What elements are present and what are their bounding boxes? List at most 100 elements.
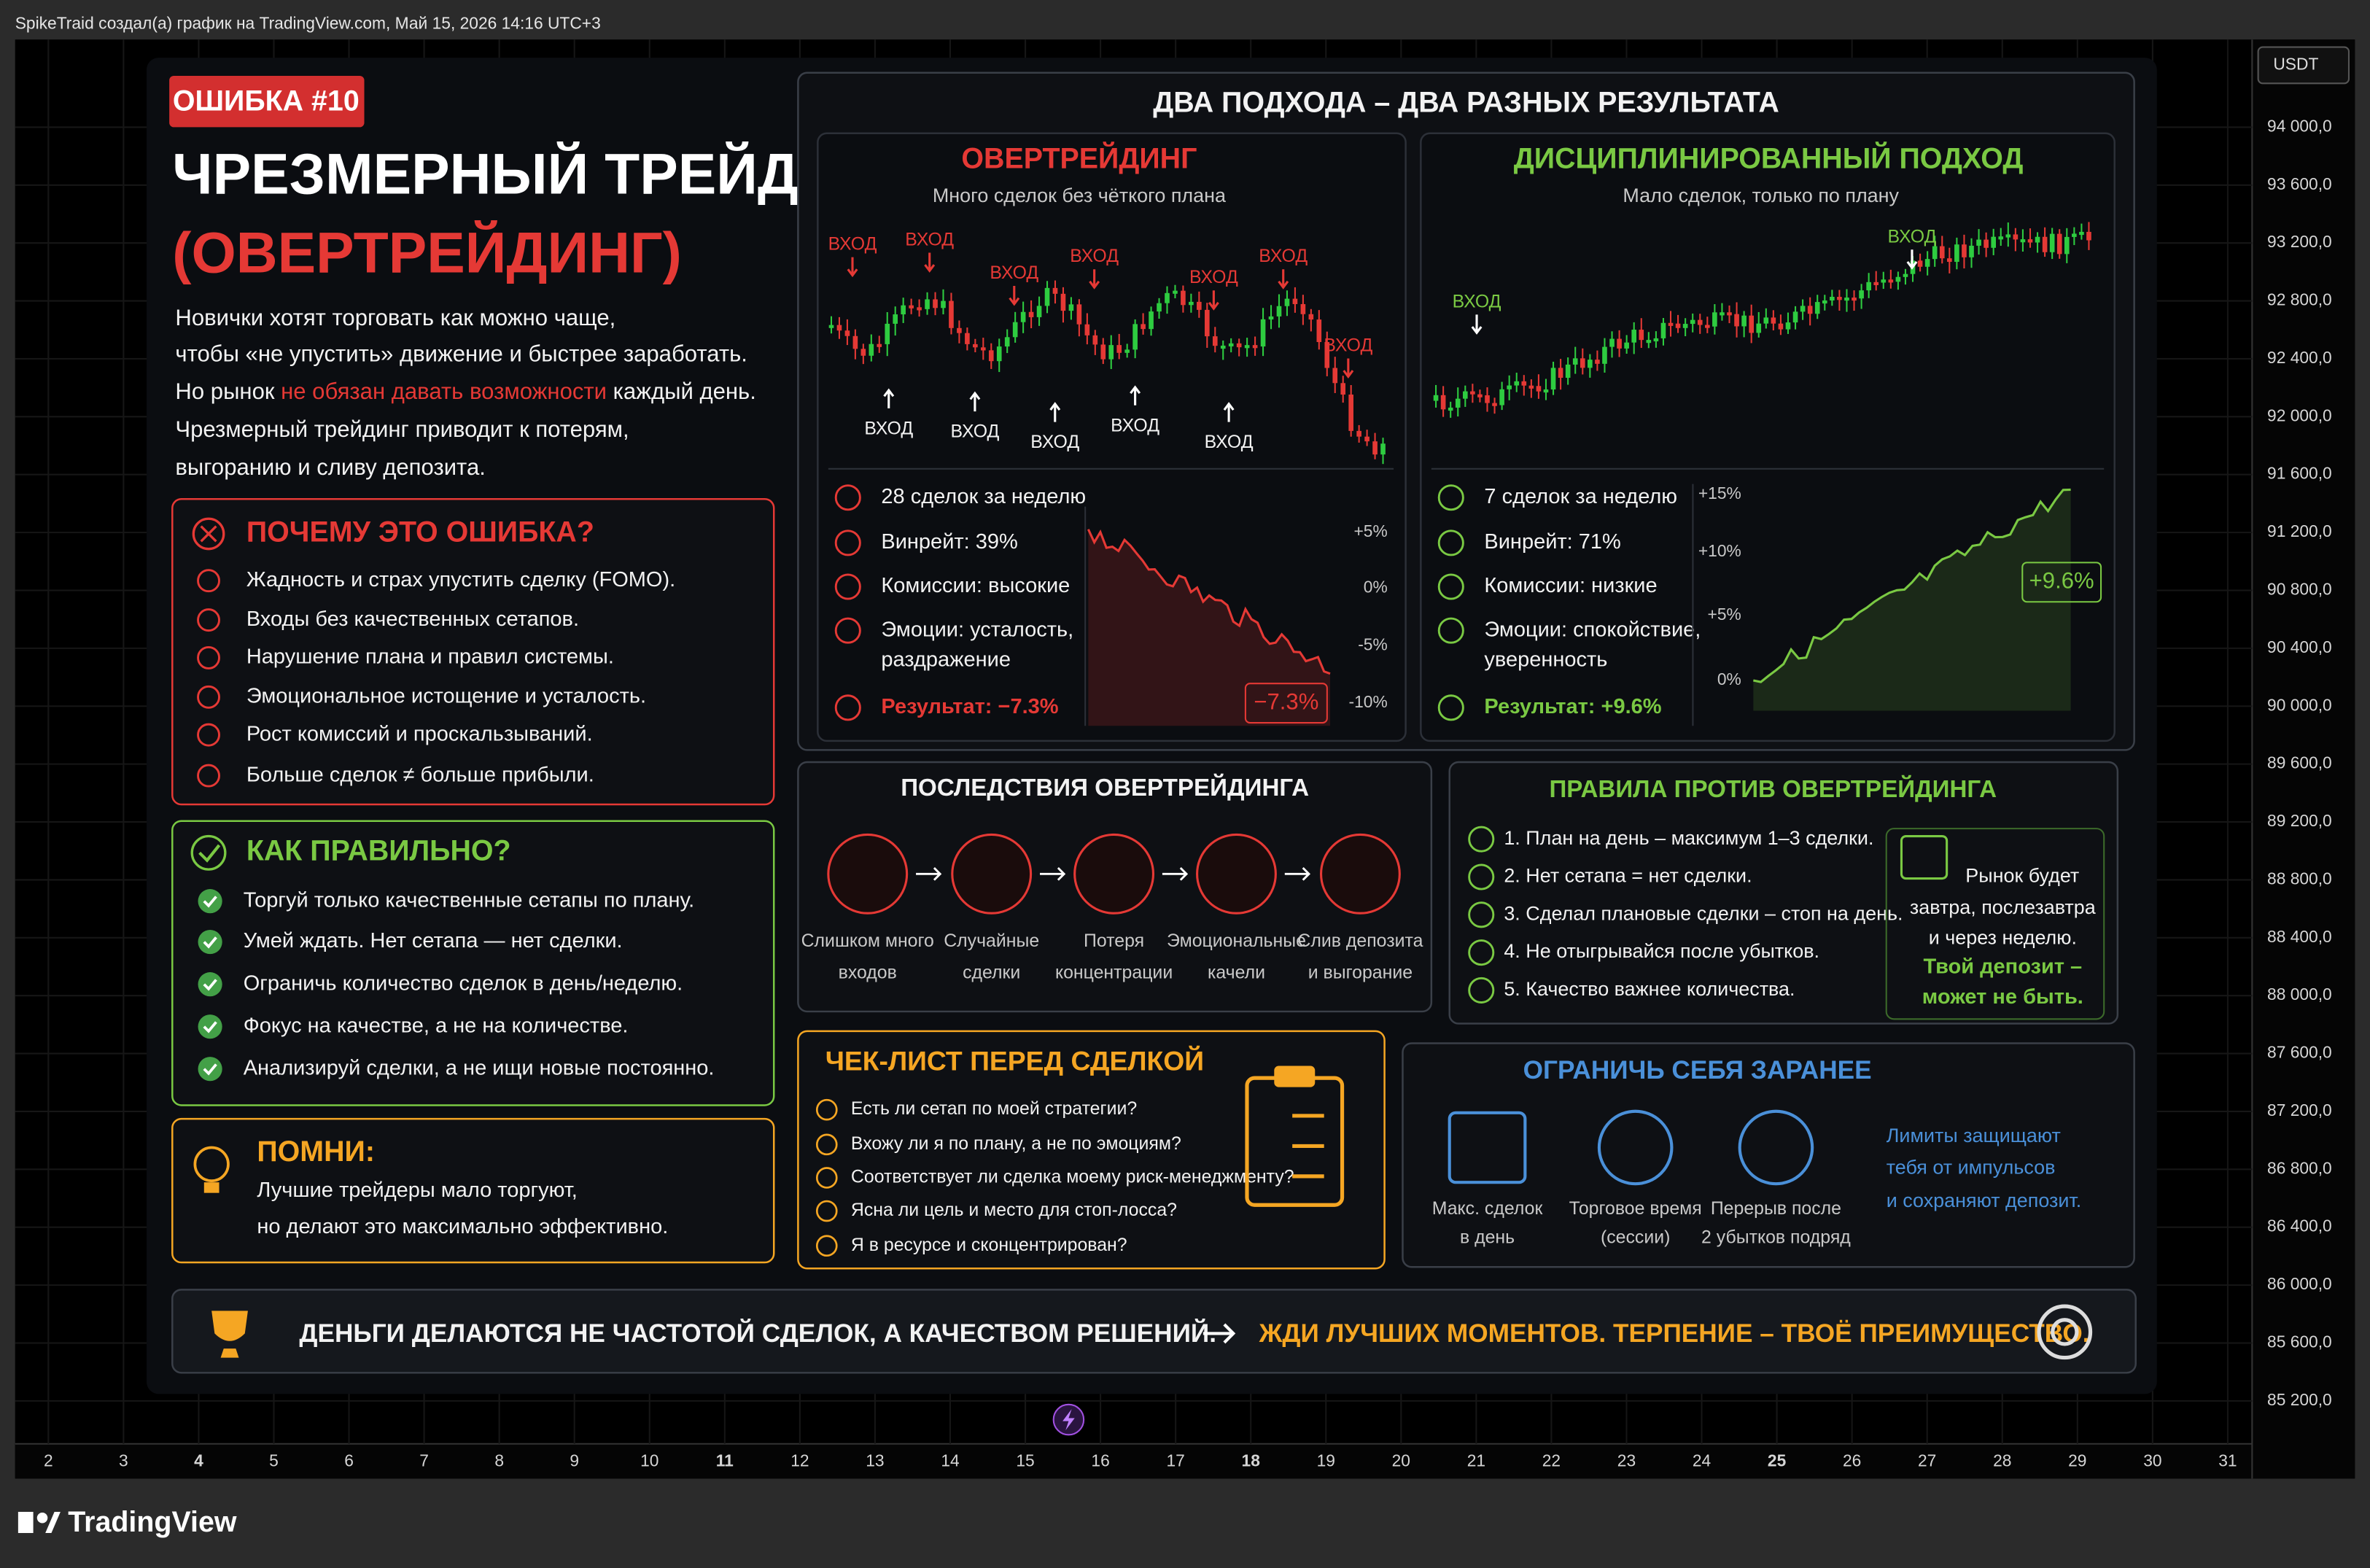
candle-body bbox=[2027, 239, 2033, 243]
candle-body bbox=[1244, 345, 1250, 349]
price-label: 90 000,0 bbox=[2267, 695, 2332, 714]
limit-icon bbox=[1597, 1109, 1674, 1186]
candle-body bbox=[1792, 311, 1798, 323]
date-label: 2 bbox=[44, 1451, 53, 1470]
check bbox=[815, 1235, 838, 1257]
content: SpikeTraid создал(а) график на TradingVi… bbox=[15, 13, 2350, 1538]
candle-body bbox=[1807, 306, 1813, 314]
candle-body bbox=[917, 307, 922, 311]
entry-label: ВХОД bbox=[1453, 291, 1501, 311]
list-item: Фокус на качестве, а не на количестве. bbox=[244, 1014, 629, 1037]
banner-text: ДЕНЬГИ ДЕЛАЮТСЯ НЕ ЧАСТОТОЙ СДЕЛОК, А КА… bbox=[299, 1319, 1216, 1348]
heading: ПОМНИ: bbox=[257, 1136, 375, 1168]
calendar-icon bbox=[1900, 834, 1949, 880]
candle-body bbox=[1712, 312, 1717, 327]
candle-body bbox=[1462, 391, 1468, 399]
bulb bbox=[193, 1146, 230, 1182]
candle-body bbox=[1316, 319, 1322, 343]
check bbox=[1468, 901, 1495, 928]
price-label: 93 200,0 bbox=[2267, 232, 2332, 251]
check bbox=[815, 1167, 838, 1189]
result-badge bbox=[1244, 683, 1328, 724]
candle-body bbox=[1068, 304, 1074, 311]
check bbox=[203, 979, 217, 991]
intro-line: Чрезмерный трейдинг приводит к потерям, bbox=[175, 416, 629, 442]
entry-label: ВХОД bbox=[864, 419, 913, 439]
subtitle: Мало сделок, только по плану bbox=[1623, 185, 1899, 206]
candle-body bbox=[1962, 244, 1967, 257]
price-label: 88 800,0 bbox=[2267, 869, 2332, 888]
price-label: 85 200,0 bbox=[2267, 1390, 2332, 1409]
candle-body bbox=[1252, 345, 1258, 349]
candle-body bbox=[1308, 314, 1314, 320]
intro-part: не обязан давать возможности bbox=[281, 379, 607, 404]
candle-body bbox=[1028, 311, 1034, 317]
candle-body bbox=[1228, 343, 1234, 346]
heading: ДВА ПОДХОДА – ДВА РАЗНЫХ РЕЗУЛЬТАТА bbox=[1153, 87, 1779, 119]
candle-body bbox=[893, 314, 898, 324]
price-axis-panel bbox=[2252, 39, 2355, 1479]
candle-body bbox=[1682, 324, 1688, 328]
candle-body bbox=[1873, 282, 1879, 285]
stat-icon bbox=[1437, 573, 1464, 600]
candle-body bbox=[1536, 386, 1542, 392]
tick-label: -5% bbox=[1358, 634, 1388, 653]
candle-body bbox=[1609, 338, 1615, 347]
heading: ОГРАНИЧЬ СЕБЯ ЗАРАНЕЕ bbox=[1523, 1056, 1872, 1084]
logo-mark bbox=[18, 1512, 34, 1534]
candle-body bbox=[1499, 389, 1504, 405]
candle-body bbox=[1173, 290, 1178, 294]
consequence-label: Случайные bbox=[944, 931, 1039, 951]
stat-icon bbox=[1437, 694, 1464, 721]
list-item: Анализируй сделки, а не ищи новые постоя… bbox=[244, 1056, 715, 1079]
candle-body bbox=[1332, 368, 1338, 384]
candle-body bbox=[1364, 436, 1369, 442]
tick-label: 0% bbox=[1717, 669, 1741, 688]
remember-box bbox=[171, 1117, 775, 1264]
consequence-icon bbox=[1196, 833, 1277, 915]
tick-label: 0% bbox=[1364, 578, 1388, 597]
check bbox=[1468, 939, 1495, 966]
stat-icon bbox=[834, 484, 861, 511]
candle-body bbox=[1165, 292, 1170, 303]
price-label: 90 800,0 bbox=[2267, 580, 2332, 599]
candle-body bbox=[2005, 234, 2011, 238]
brand: TradingView bbox=[68, 1506, 237, 1538]
date-label: 30 bbox=[2143, 1451, 2161, 1470]
stat: Винрейт: 39% bbox=[881, 530, 1017, 554]
list-item: 2. Нет сетапа = нет сделки. bbox=[1504, 865, 1752, 887]
candle-body bbox=[1580, 358, 1585, 368]
candle-body bbox=[1124, 349, 1130, 353]
consequence-label: Слив депозита bbox=[1297, 931, 1423, 951]
candle-body bbox=[1340, 383, 1346, 395]
list-item: Я в ресурсе и сконцентрирован? bbox=[851, 1235, 1127, 1255]
candle-body bbox=[1197, 301, 1202, 310]
candle-body bbox=[1954, 244, 1959, 263]
date-label: 11 bbox=[716, 1451, 734, 1470]
consequence-label: и выгорание bbox=[1308, 963, 1413, 983]
candle-body bbox=[1859, 290, 1864, 299]
candle-body bbox=[1084, 324, 1090, 335]
equity-area bbox=[1753, 489, 2071, 711]
list-item: Ясна ли цель и место для стоп-лосса? bbox=[851, 1200, 1177, 1220]
candle-body bbox=[1181, 290, 1186, 306]
candle-body bbox=[1660, 322, 1666, 338]
price-label: 86 400,0 bbox=[2267, 1216, 2332, 1235]
candle-body bbox=[1705, 325, 1710, 328]
candle-body bbox=[957, 327, 962, 333]
candle-body bbox=[980, 347, 986, 351]
rules-box bbox=[1448, 761, 2119, 1025]
banner bbox=[171, 1289, 2137, 1374]
candle-body bbox=[1624, 342, 1629, 349]
limit-label: (сессии) bbox=[1601, 1227, 1670, 1247]
date-label: 7 bbox=[419, 1451, 429, 1470]
candle-body bbox=[901, 305, 906, 315]
candle-body bbox=[1116, 345, 1122, 353]
note-line: Рынок будет bbox=[1965, 865, 2079, 887]
candle-body bbox=[844, 330, 850, 336]
note-emphasis: Твой депозит – bbox=[1923, 955, 2082, 978]
clipboard bbox=[1274, 1066, 1316, 1087]
price-label: 89 600,0 bbox=[2267, 753, 2332, 772]
stat: раздражение bbox=[881, 648, 1011, 672]
arrow bbox=[1130, 385, 1141, 405]
